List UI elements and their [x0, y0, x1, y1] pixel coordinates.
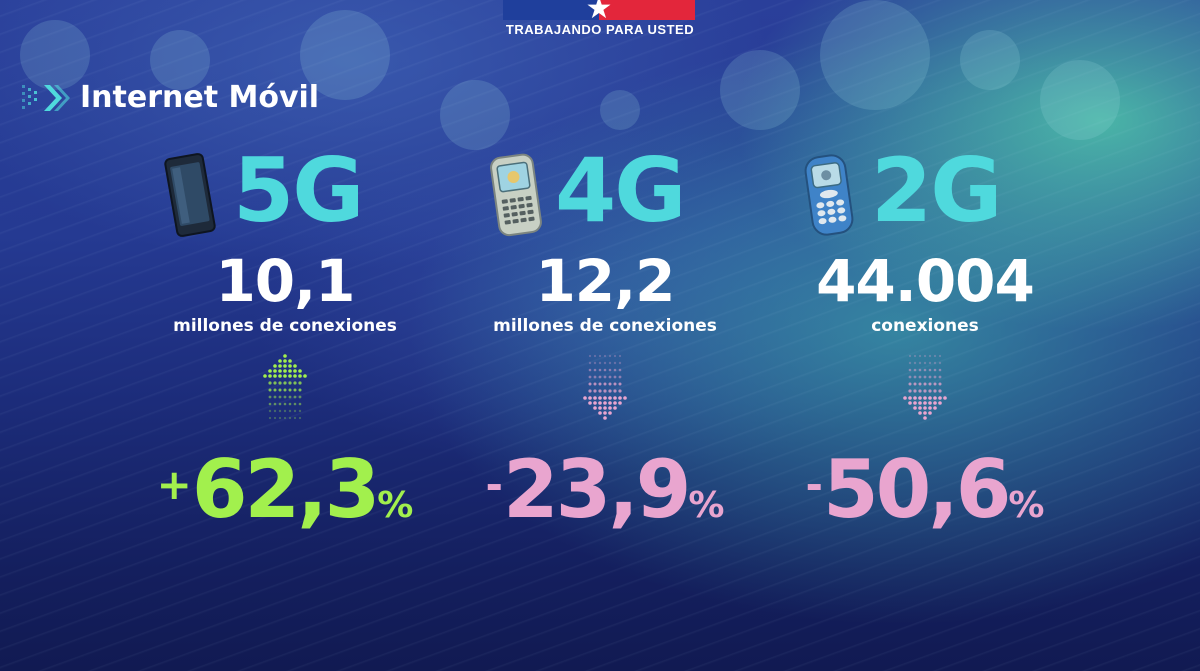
- generation-label: 4G: [555, 139, 686, 242]
- change-percentage: -50,6%: [755, 443, 1095, 536]
- government-motto: TRABAJANDO PARA USTED: [505, 22, 695, 37]
- bokeh-light: [150, 30, 210, 90]
- stat-column-4g: 4G 12,2 millones de conexiones: [435, 139, 775, 536]
- connections-label: millones de conexiones: [493, 316, 717, 336]
- connections-label: conexiones: [871, 316, 979, 336]
- flag-star-icon: ★: [585, 0, 613, 26]
- bokeh-light: [820, 0, 930, 110]
- flag-bar: [503, 0, 695, 20]
- change-sign: -: [485, 460, 503, 509]
- connections-label: millones de conexiones: [173, 316, 397, 336]
- change-value: 50,6: [822, 443, 1011, 536]
- change-sign: -: [805, 460, 823, 509]
- bokeh-light: [300, 10, 390, 100]
- connections-value: 12,2: [535, 247, 675, 315]
- change-value: 23,9: [502, 443, 691, 536]
- generation-row: 5G: [115, 139, 455, 243]
- generation-label: 2G: [871, 139, 1002, 242]
- section-header: Internet Móvil: [22, 80, 319, 115]
- change-unit: %: [688, 485, 725, 526]
- bokeh-light: [440, 80, 510, 150]
- generation-label: 5G: [233, 139, 364, 242]
- trend-down-arrow-icon: [895, 353, 955, 437]
- change-value: 62,3: [191, 443, 380, 536]
- bokeh-light: [1040, 60, 1120, 140]
- connections-value: 10,1: [215, 247, 355, 315]
- change-unit: %: [377, 485, 414, 526]
- smartphone-icon: [163, 152, 219, 242]
- trend-up-arrow-icon: [255, 353, 315, 437]
- change-percentage: +62,3%: [115, 443, 455, 536]
- feature-phone-icon: [799, 152, 859, 242]
- double-chevron-icon: [22, 83, 72, 113]
- bokeh-light: [720, 50, 800, 130]
- connections-value: 44.004: [816, 247, 1035, 315]
- section-title: Internet Móvil: [80, 80, 320, 115]
- bokeh-light: [960, 30, 1020, 90]
- flag-blue-stripe: [503, 0, 599, 20]
- generation-row: 2G: [755, 139, 1095, 243]
- change-sign: +: [156, 460, 192, 509]
- stat-column-2g: 2G 44.004 conexiones: [755, 139, 1095, 536]
- bokeh-light: [20, 20, 90, 90]
- flag-red-stripe: [599, 0, 695, 20]
- keyboard-phone-icon: [485, 152, 545, 242]
- trend-down-arrow-icon: [575, 353, 635, 437]
- stat-column-5g: 5G 10,1 millones de conexiones: [115, 139, 455, 536]
- change-unit: %: [1008, 485, 1045, 526]
- bokeh-light: [600, 90, 640, 130]
- change-percentage: -23,9%: [435, 443, 775, 536]
- generation-row: 4G: [435, 139, 775, 243]
